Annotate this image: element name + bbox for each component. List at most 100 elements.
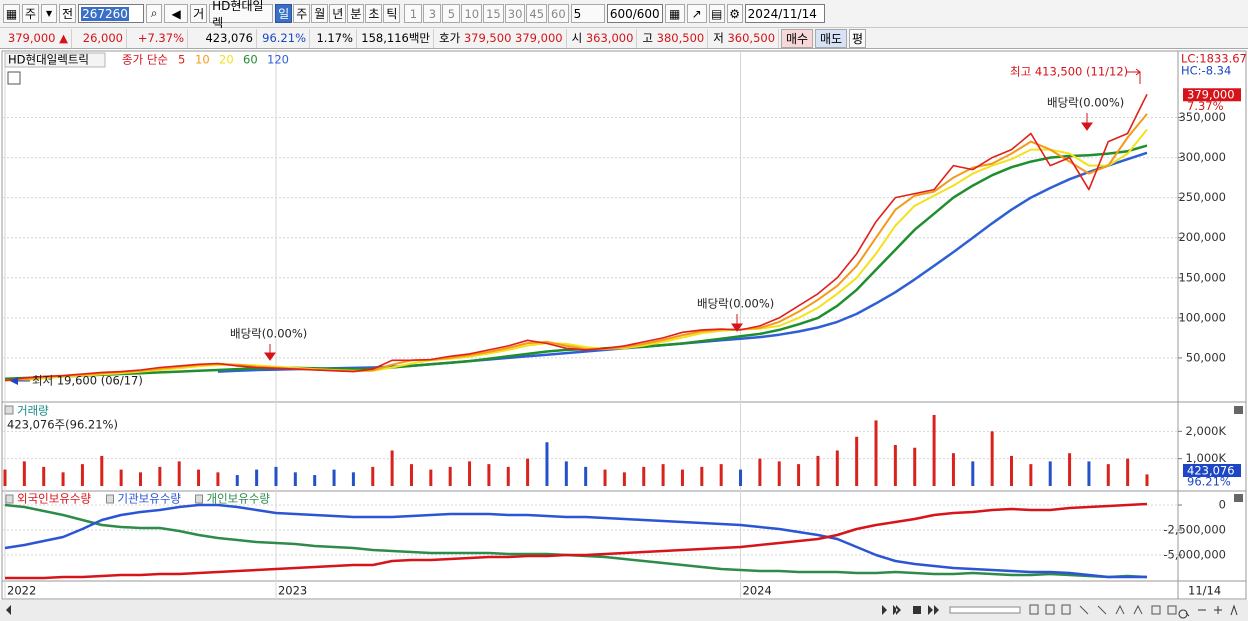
toolbar-button[interactable]: 년 <box>329 4 347 23</box>
dropdown[interactable]: ▼ <box>41 4 58 23</box>
legend-swatch <box>195 494 203 504</box>
high-annotation: 최고 413,500 (11/12) <box>1010 65 1128 79</box>
interval-select[interactable]: 5 <box>570 4 605 23</box>
volume-bar <box>429 469 433 486</box>
volume-bar <box>487 464 491 486</box>
y-tick-label: 0 <box>1219 498 1226 512</box>
toolbar-button[interactable]: 1 <box>404 4 423 23</box>
toolbar-button[interactable]: 월 <box>311 4 329 23</box>
volume-bar <box>158 466 162 486</box>
volume-bar <box>584 466 588 486</box>
volume-bar <box>603 469 607 486</box>
legend-entry: 20 <box>219 53 234 67</box>
volume-bar <box>448 466 452 486</box>
volume-bar <box>874 420 878 486</box>
volume-bar <box>564 461 568 486</box>
toolbar-button[interactable]: 초 <box>365 4 383 23</box>
sound-button[interactable]: ◀ <box>164 4 189 23</box>
date-input[interactable]: 2024/11/14 <box>744 4 825 23</box>
toolbar-button[interactable]: 주 <box>293 4 311 23</box>
tool-icon[interactable]: ↗ <box>686 4 707 23</box>
volume-bar <box>719 464 723 486</box>
volume: 423,076 <box>190 28 257 48</box>
avg-button[interactable]: 평 <box>849 28 867 48</box>
dividend-annotation: 배당락(0.00%) <box>1047 96 1124 110</box>
scrollbar[interactable] <box>0 600 1248 621</box>
toolbar-button[interactable]: 5 <box>442 4 461 23</box>
low-annotation: 최저 19,600 (06/17) <box>32 374 143 388</box>
legend-entry: 120 <box>267 53 289 67</box>
panel-close[interactable] <box>1234 494 1243 502</box>
volume-bar <box>313 475 317 486</box>
volume-bar <box>1106 464 1110 486</box>
name-box: HD현대일렉 <box>209 0 274 30</box>
volume-bar <box>3 469 7 486</box>
market-select[interactable]: 주 <box>22 4 40 23</box>
zoom-icons[interactable] <box>1178 604 1238 619</box>
volume-bar <box>1029 464 1033 486</box>
legend: 5 10 20 60 120 <box>178 53 289 67</box>
tool-icon[interactable]: ▦ <box>664 4 685 23</box>
volume-bar <box>951 453 955 486</box>
marks <box>3 93 1149 580</box>
toolbar-button[interactable]: 분 <box>347 4 365 23</box>
count-input[interactable]: 600/600 <box>606 4 663 23</box>
toolbar-button[interactable]: 30 <box>504 4 526 23</box>
volume-bar <box>990 431 994 486</box>
buy-button[interactable]: 매수 <box>781 28 814 48</box>
volume-bar <box>739 469 743 486</box>
toolbar-button[interactable]: 틱 <box>383 4 401 23</box>
volume-bar <box>506 466 510 486</box>
toolbar-button[interactable]: 10 <box>461 4 483 23</box>
tool-icons[interactable] <box>1029 604 1177 615</box>
volume-bar <box>371 466 375 486</box>
legend-entry: 10 <box>195 53 210 67</box>
y-tick-label: 50,000 <box>1186 350 1226 364</box>
ask: 호가 379,500 379,000 <box>436 28 567 48</box>
dividend-marker <box>264 344 276 361</box>
volume-bar <box>1087 461 1091 486</box>
volume-bar <box>255 469 259 486</box>
volume-bar <box>80 464 84 486</box>
search-button[interactable]: ⌕ <box>146 4 163 23</box>
tag-button[interactable]: 거 <box>190 4 208 23</box>
toolbar-button[interactable]: 일 <box>275 4 293 23</box>
y-tick-label: 350,000 <box>1178 110 1226 124</box>
interval-group: 1 3 5 10 15 30 45 60 <box>404 4 569 23</box>
volume-bar <box>700 466 704 486</box>
legend-entry: 외국인보유수량 <box>17 492 91 506</box>
legend-box <box>4 52 106 68</box>
volume-bar <box>351 472 355 486</box>
volume-bar <box>1010 455 1014 486</box>
toolbar-button[interactable]: 3 <box>423 4 442 23</box>
y-tick-label: -2,500,000 <box>1163 523 1226 537</box>
dividend-annotation: 배당락(0.00%) <box>230 327 307 341</box>
toolbar-button[interactable]: 15 <box>483 4 504 23</box>
prefix-button[interactable]: 전 <box>59 4 77 23</box>
tool-icon[interactable]: ▤ <box>708 4 725 23</box>
chart-title: HD현대일렉트릭 <box>8 53 89 67</box>
code-input[interactable]: 267260 <box>78 4 145 23</box>
amount: 158,116백만 <box>359 28 434 48</box>
settings-icon[interactable]: ⚙ <box>726 4 743 23</box>
dividend-marker <box>731 314 743 332</box>
volume-title: 거래량 <box>17 404 49 418</box>
line-series <box>5 502 1148 580</box>
code-text: 267260 <box>81 6 129 21</box>
sell-button[interactable]: 매도 <box>815 28 848 48</box>
scroll-left[interactable] <box>6 605 11 615</box>
toolbar-button[interactable]: 45 <box>526 4 548 23</box>
volume-bar <box>932 414 936 486</box>
chart: 50,000 100,000 150,000 200,000 250,000 300,00… <box>0 50 1248 621</box>
panel-icon[interactable] <box>4 405 14 415</box>
table-icon[interactable] <box>7 71 21 85</box>
volume-bar <box>680 469 684 486</box>
scroll-controls[interactable] <box>882 605 939 615</box>
menu-icon[interactable]: ▦ <box>3 4 20 23</box>
zoom-slider[interactable] <box>949 606 1021 614</box>
panel-close[interactable] <box>1234 406 1243 414</box>
x-tick-label: 2024 <box>743 584 772 598</box>
volume-bar <box>1048 461 1052 486</box>
toolbar-button[interactable]: 60 <box>548 4 569 23</box>
